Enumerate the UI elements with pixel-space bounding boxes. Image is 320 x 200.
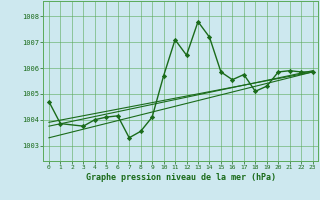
X-axis label: Graphe pression niveau de la mer (hPa): Graphe pression niveau de la mer (hPa): [86, 173, 276, 182]
